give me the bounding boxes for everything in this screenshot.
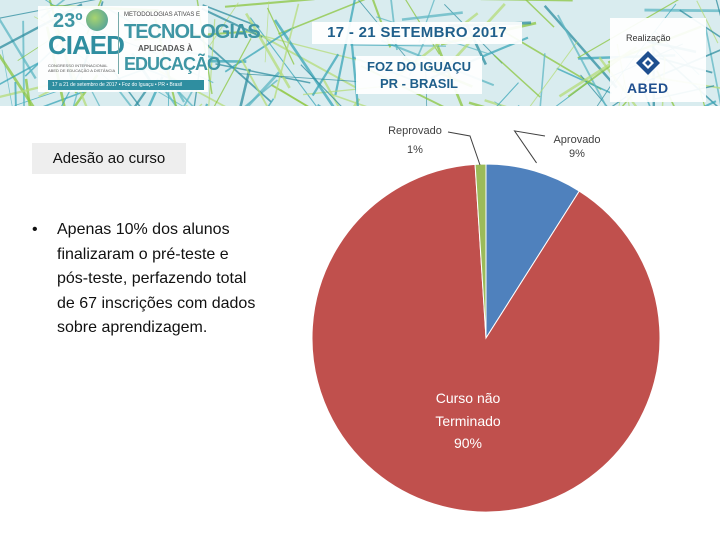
banner-stroke <box>334 0 356 96</box>
logo-topline: METODOLOGIAS ATIVAS E <box>124 12 201 18</box>
banner-stroke <box>118 90 133 106</box>
banner-stroke <box>213 38 252 106</box>
banner-stroke <box>0 53 35 106</box>
data-label-reprovado-name: Reprovado <box>388 125 442 137</box>
banner-stroke <box>644 8 720 13</box>
banner-stroke <box>596 79 616 106</box>
banner-stroke <box>300 64 342 106</box>
logo-word-educacao: EDUCAÇÃO <box>124 54 221 74</box>
banner-stroke <box>493 54 541 98</box>
banner-stroke <box>557 14 607 106</box>
banner-stroke <box>525 0 555 28</box>
event-place: FOZ DO IGUAÇU PR - BRASIL <box>356 56 482 94</box>
conference-banner: 23º CIAED CONGRESSO INTERNACIONAL ABED D… <box>0 0 720 106</box>
data-label-curso-nao-terminado-line2: Terminado <box>435 413 501 429</box>
data-label-aprovado-value: 9% <box>569 148 585 160</box>
banner-stroke <box>273 3 300 99</box>
banner-stroke <box>201 7 263 39</box>
banner-stroke <box>715 0 720 17</box>
callout-line-reprovado <box>447 131 481 166</box>
banner-stroke <box>206 2 239 50</box>
abed-logo-icon <box>636 51 660 75</box>
realization-label: Realização <box>626 33 671 43</box>
logo-word-tecnologias: TECNOLOGIAS <box>124 21 261 43</box>
globe-icon <box>86 9 108 31</box>
data-label-reprovado-value: 1% <box>407 144 423 156</box>
pie-chart: Aprovado 9% Reprovado 1% Curso não Terminado 9… <box>311 125 661 513</box>
banner-stroke <box>580 74 608 106</box>
pie-slice-reprovado <box>474 163 487 339</box>
pie-slice-aprovado <box>485 163 580 340</box>
banner-stroke <box>245 12 291 89</box>
banner-stroke <box>208 19 216 106</box>
bullet-marker: • <box>32 221 38 238</box>
logo-word-aplicadas: APLICADAS À <box>138 44 193 53</box>
event-place-country: PR - BRASIL <box>380 76 458 91</box>
logo-subtitle: CONGRESSO INTERNACIONAL ABED DE EDUCAÇÃO… <box>48 63 116 73</box>
pie-slice-curso-n-o-terminado <box>311 163 661 513</box>
realization-card <box>610 18 706 102</box>
banner-stroke <box>266 7 295 65</box>
data-label-curso-nao-terminado-line1: Curso não <box>436 390 501 406</box>
banner-stroke <box>215 63 311 84</box>
event-dates: 17 - 21 SETEMBRO 2017 <box>312 22 522 44</box>
logo-date-strip: 17 a 21 de setembro de 2017 • Foz do Igu… <box>48 80 204 90</box>
banner-stroke <box>329 93 367 106</box>
banner-stroke <box>24 78 32 106</box>
logo-strip-text: 17 a 21 de setembro de 2017 • Foz do Igu… <box>52 82 183 88</box>
banner-stroke <box>0 17 37 80</box>
banner-stroke <box>14 81 17 106</box>
banner-stroke <box>170 83 194 106</box>
banner-stroke <box>529 41 578 106</box>
banner-stroke <box>72 76 83 106</box>
banner-stroke <box>543 4 618 89</box>
data-label-curso-nao-terminado-value: 90% <box>454 435 482 451</box>
banner-stroke <box>317 103 322 106</box>
banner-stroke <box>238 73 359 83</box>
banner-stroke <box>705 28 720 106</box>
banner-stroke <box>350 44 447 47</box>
banner-stroke <box>311 53 340 97</box>
banner-stroke <box>224 0 315 8</box>
banner-stroke <box>240 59 269 106</box>
logo-number: 23º <box>53 10 83 32</box>
logo-divider <box>118 12 119 74</box>
callout-line-aprovado <box>513 130 546 164</box>
banner-stroke <box>273 19 335 106</box>
event-place-city: FOZ DO IGUAÇU <box>367 59 471 74</box>
banner-stroke <box>239 68 251 106</box>
banner-stroke <box>496 82 519 106</box>
slide-title: Adesão ao curso <box>32 143 186 174</box>
abed-name: ABED <box>627 80 669 96</box>
data-label-aprovado-name: Aprovado <box>553 134 600 146</box>
banner-stroke <box>247 31 367 64</box>
banner-stroke <box>539 53 546 106</box>
banner-stroke <box>322 78 340 106</box>
banner-stroke <box>202 4 256 26</box>
banner-stroke <box>244 79 279 106</box>
banner-stroke <box>484 99 507 106</box>
banner-stroke <box>401 11 463 21</box>
bullet-text: Apenas 10% dos alunos finalizaram o pré-… <box>57 221 256 336</box>
banner-stroke <box>270 84 309 106</box>
banner-stroke <box>350 39 359 106</box>
logo-name: CIAED <box>48 30 125 60</box>
conference-logo <box>38 6 208 92</box>
banner-stroke <box>696 0 719 44</box>
banner-stroke <box>468 101 485 106</box>
banner-stroke <box>0 61 40 85</box>
